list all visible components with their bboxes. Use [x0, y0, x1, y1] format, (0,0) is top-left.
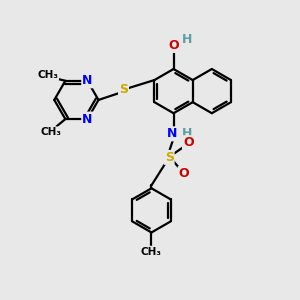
- Text: CH₃: CH₃: [141, 247, 162, 256]
- Text: O: O: [183, 136, 194, 149]
- Text: N: N: [82, 112, 93, 126]
- Text: N: N: [167, 127, 177, 140]
- Text: S: S: [165, 151, 174, 164]
- Text: CH₃: CH₃: [37, 70, 58, 80]
- Text: O: O: [168, 39, 179, 52]
- Text: S: S: [119, 83, 128, 96]
- Text: H: H: [182, 127, 192, 140]
- Text: O: O: [178, 167, 189, 180]
- Text: H: H: [182, 33, 192, 46]
- Text: CH₃: CH₃: [40, 127, 61, 137]
- Text: N: N: [82, 74, 93, 87]
